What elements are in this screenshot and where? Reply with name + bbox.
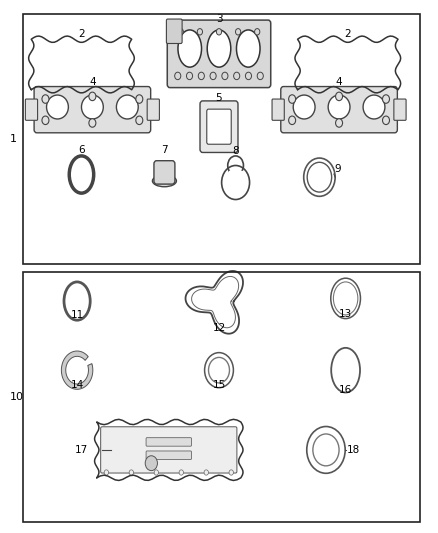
Ellipse shape — [237, 30, 260, 67]
Circle shape — [154, 470, 159, 475]
FancyBboxPatch shape — [207, 109, 231, 144]
Text: 3: 3 — [215, 13, 223, 23]
Text: 13: 13 — [339, 309, 352, 319]
Circle shape — [382, 116, 389, 125]
FancyBboxPatch shape — [101, 427, 237, 473]
Circle shape — [257, 72, 263, 79]
Circle shape — [129, 470, 134, 475]
FancyBboxPatch shape — [25, 99, 38, 120]
Circle shape — [136, 95, 143, 103]
Circle shape — [198, 72, 205, 79]
FancyBboxPatch shape — [272, 99, 284, 120]
Circle shape — [254, 29, 260, 35]
Text: 15: 15 — [212, 380, 226, 390]
FancyBboxPatch shape — [394, 99, 406, 120]
Circle shape — [197, 29, 202, 35]
FancyBboxPatch shape — [154, 161, 175, 184]
Text: 2: 2 — [345, 29, 351, 39]
Text: 18: 18 — [347, 445, 360, 455]
Circle shape — [210, 72, 216, 79]
Circle shape — [236, 29, 241, 35]
Circle shape — [336, 92, 343, 101]
Text: 4: 4 — [336, 77, 343, 87]
FancyBboxPatch shape — [146, 438, 191, 446]
Ellipse shape — [363, 95, 385, 119]
FancyBboxPatch shape — [167, 20, 271, 87]
Text: 4: 4 — [89, 77, 95, 87]
Text: 2: 2 — [78, 29, 85, 39]
Text: 11: 11 — [71, 310, 84, 320]
Ellipse shape — [152, 175, 177, 187]
Circle shape — [145, 456, 157, 471]
FancyBboxPatch shape — [200, 101, 238, 152]
Polygon shape — [61, 351, 93, 389]
Circle shape — [222, 72, 228, 79]
FancyBboxPatch shape — [147, 99, 159, 120]
Text: 1: 1 — [10, 134, 17, 144]
Text: 6: 6 — [78, 145, 85, 155]
Circle shape — [204, 470, 208, 475]
FancyBboxPatch shape — [281, 86, 397, 133]
Ellipse shape — [328, 95, 350, 119]
Circle shape — [289, 116, 296, 125]
Circle shape — [42, 95, 49, 103]
Ellipse shape — [178, 30, 201, 67]
Text: 5: 5 — [215, 93, 223, 103]
Circle shape — [245, 72, 251, 79]
Ellipse shape — [81, 95, 103, 119]
Text: 8: 8 — [232, 146, 239, 156]
FancyBboxPatch shape — [34, 86, 151, 133]
Circle shape — [289, 95, 296, 103]
Ellipse shape — [293, 95, 315, 119]
Circle shape — [233, 72, 240, 79]
Ellipse shape — [207, 30, 231, 67]
Circle shape — [136, 116, 143, 125]
Circle shape — [229, 470, 233, 475]
FancyBboxPatch shape — [146, 451, 191, 459]
Circle shape — [104, 470, 109, 475]
Circle shape — [216, 29, 222, 35]
Circle shape — [187, 72, 193, 79]
Text: 12: 12 — [212, 323, 226, 333]
Circle shape — [382, 95, 389, 103]
Circle shape — [178, 29, 184, 35]
Text: 17: 17 — [75, 445, 88, 455]
FancyBboxPatch shape — [166, 19, 182, 44]
Circle shape — [175, 72, 181, 79]
Circle shape — [89, 92, 96, 101]
Ellipse shape — [117, 95, 138, 119]
Text: 7: 7 — [161, 145, 168, 155]
Circle shape — [179, 470, 184, 475]
Text: 14: 14 — [71, 381, 84, 390]
Circle shape — [336, 119, 343, 127]
Circle shape — [89, 119, 96, 127]
Circle shape — [42, 116, 49, 125]
Text: 9: 9 — [335, 164, 341, 174]
Ellipse shape — [46, 95, 68, 119]
Text: 10: 10 — [10, 392, 23, 402]
Text: 16: 16 — [339, 385, 352, 395]
